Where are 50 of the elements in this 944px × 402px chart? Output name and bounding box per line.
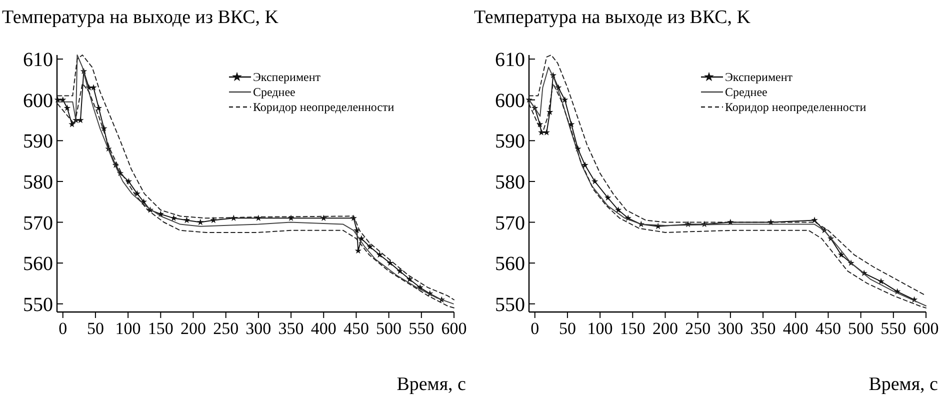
y-tick-label: 610 — [495, 49, 525, 72]
x-tick-label: 200 — [652, 319, 678, 338]
y-tick-label: 570 — [495, 212, 525, 234]
x-tick-label: 0 — [530, 319, 540, 338]
x-tick-label: 400 — [310, 319, 336, 338]
y-tick-label: 580 — [495, 171, 525, 194]
y-tick-label: 560 — [23, 253, 53, 276]
x-tick-label: 400 — [782, 319, 808, 338]
x-tick-label: 50 — [558, 319, 576, 338]
x-tick-label: 150 — [620, 319, 646, 338]
x-tick-label: 250 — [213, 319, 239, 338]
x-tick-label: 500 — [848, 319, 874, 338]
y-tick-label: 600 — [23, 90, 53, 112]
y-tick-label: 580 — [23, 171, 53, 194]
x-tick-label: 0 — [58, 319, 68, 338]
x-tick-label: 300 — [718, 319, 744, 338]
chart-title: Температура на выходе из ВКС, K — [2, 7, 279, 28]
y-tick-label: 560 — [495, 253, 525, 276]
y-tick-label: 610 — [23, 49, 53, 72]
y-tick-label: 550 — [495, 294, 525, 316]
chart-title: Температура на выходе из ВКС, K — [474, 7, 751, 28]
x-tick-label: 150 — [148, 319, 174, 338]
legend-label: Эксперимент — [725, 70, 794, 84]
legend-label: Эксперимент — [253, 70, 322, 84]
legend-label: Среднее — [253, 85, 296, 100]
x-tick-label: 350 — [278, 319, 304, 338]
x-tick-label: 600 — [913, 319, 939, 338]
y-tick-label: 600 — [495, 90, 525, 112]
x-tick-label: 100 — [587, 319, 613, 338]
x-tick-label: 550 — [880, 319, 906, 338]
x-tick-label: 300 — [246, 319, 272, 338]
x-tick-label: 100 — [115, 319, 141, 338]
x-tick-label: 350 — [750, 319, 776, 338]
legend-label: Коридор неопределенности — [725, 100, 867, 114]
y-tick-label: 570 — [23, 212, 53, 234]
legend-label: Среднее — [725, 85, 768, 100]
x-tick-label: 450 — [343, 319, 369, 338]
y-tick-label: 590 — [23, 130, 53, 153]
legend-label: Коридор неопределенности — [253, 100, 395, 114]
x-tick-label: 50 — [86, 319, 104, 338]
y-tick-label: 550 — [23, 294, 53, 316]
x-tick-label: 450 — [815, 319, 841, 338]
x-tick-label: 200 — [180, 319, 206, 338]
x-tick-label: 550 — [408, 319, 434, 338]
x-axis-title: Время, с — [396, 374, 466, 395]
x-tick-label: 600 — [441, 319, 467, 338]
x-tick-label: 500 — [376, 319, 402, 338]
x-axis-title: Время, с — [868, 374, 938, 395]
y-tick-label: 590 — [495, 130, 525, 153]
x-tick-label: 250 — [685, 319, 711, 338]
